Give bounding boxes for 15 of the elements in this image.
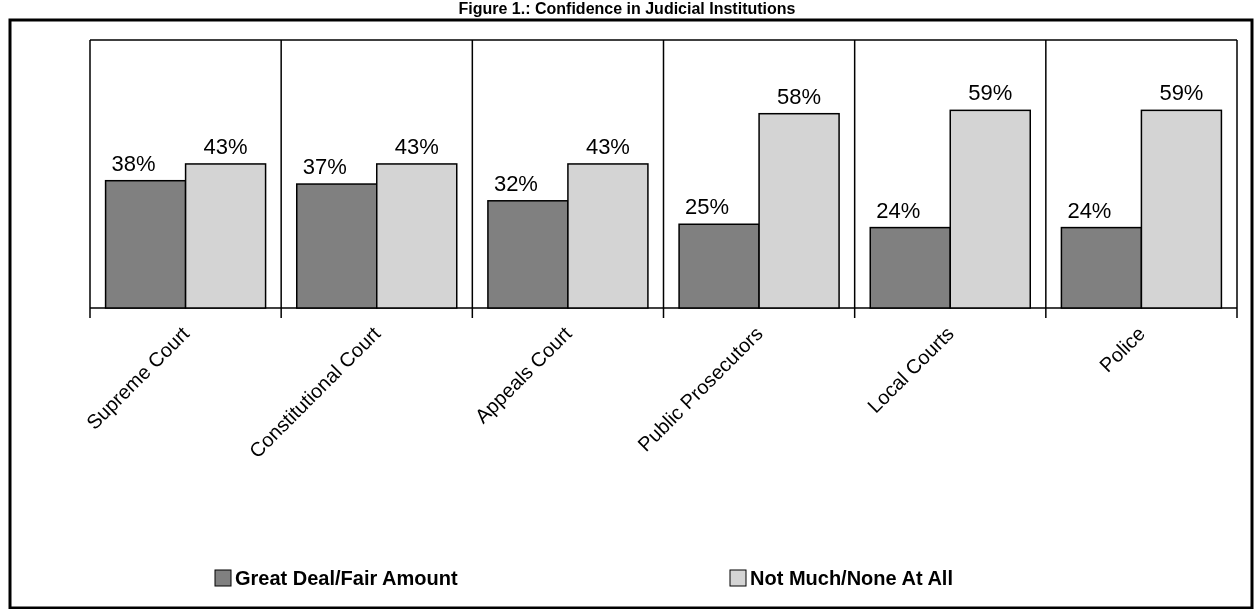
data-label: 43% <box>203 133 248 159</box>
data-label: 24% <box>876 197 921 223</box>
data-label: 37% <box>302 154 347 180</box>
data-label: 59% <box>1159 80 1204 106</box>
data-label: 38% <box>111 150 156 176</box>
data-label: 43% <box>394 133 439 159</box>
legend-label: Not Much/None At All <box>750 567 953 589</box>
data-label: 59% <box>968 80 1013 106</box>
data-label: 43% <box>585 133 630 159</box>
data-label: 25% <box>685 194 730 220</box>
data-label: 24% <box>1067 197 1112 223</box>
legend-label: Great Deal/Fair Amount <box>235 567 458 589</box>
chart-title: Figure 1.: Confidence in Judicial Institutions <box>458 0 796 17</box>
data-label: 58% <box>777 83 822 109</box>
data-label: 32% <box>493 170 538 196</box>
